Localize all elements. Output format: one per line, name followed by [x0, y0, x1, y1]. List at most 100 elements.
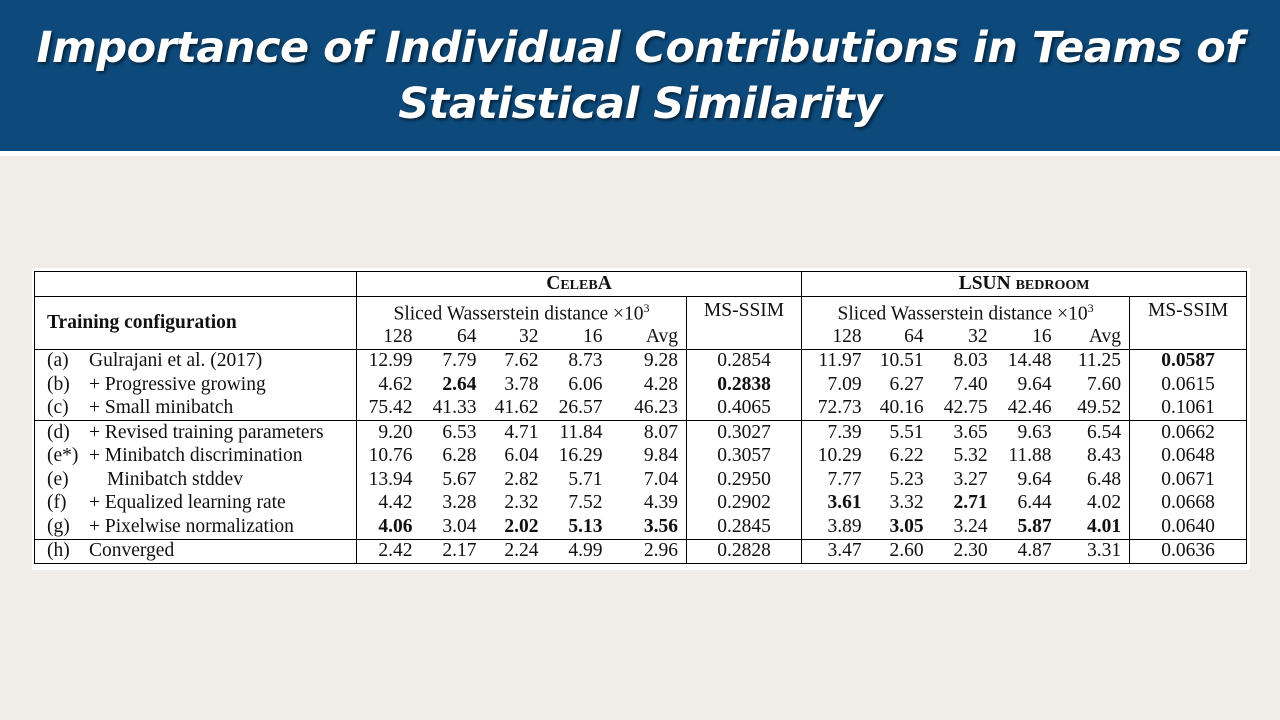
celeba-swd-label: Sliced Wasserstein distance ×10	[393, 303, 644, 324]
lsun-msssim-header: MS-SSIM	[1129, 295, 1248, 325]
celeba-swd-cell: 26.57	[558, 397, 603, 419]
table-row: (a) Gulrajani et al. (2017) 12.99 7.79 7.62 8…	[34, 348, 1248, 373]
lsun-swd-cell: 49.52	[1059, 396, 1131, 421]
header-empty-cell	[34, 271, 357, 296]
celeba-swd-cell: 41.33	[432, 397, 477, 419]
celeba-swd-cell: 2.24	[484, 538, 547, 564]
lsun-swd-cell: 7.39	[801, 420, 870, 445]
lsun-swd-cell: 2.71	[953, 492, 988, 514]
celeba-swd-cell: 12.99	[356, 348, 421, 373]
celeba-swd-cell: 13.94	[368, 468, 413, 490]
lsun-swd-cell: 42.75	[943, 397, 988, 419]
lsun-swd-cell: 9.64	[1017, 373, 1052, 395]
lsun-msssim-cell: 0.1061	[1129, 396, 1248, 421]
lsun-swd-cell: 5.51	[869, 420, 932, 445]
celeba-swd-cell: 4.62	[378, 373, 413, 395]
celeba-swd-cell: 75.42	[368, 397, 413, 419]
config-name: Minibatch stddev	[107, 468, 243, 490]
celeba-msssim-cell: 0.2854	[686, 348, 803, 373]
training-configuration-header: Training configuration	[34, 295, 357, 349]
celeba-msssim-cell: 0.3057	[686, 444, 803, 468]
lsun-swd-cell: 40.16	[879, 397, 924, 419]
lsun-msssim-cell: 0.0636	[1129, 538, 1248, 564]
lsun-swd-cell: 3.31	[1059, 538, 1131, 564]
config-name: + Minibatch discrimination	[89, 445, 303, 467]
table-row: (e) Minibatch stddev 13.94 5.67 2.82 5.71 7.04…	[34, 468, 1248, 492]
lsun-swd-cell: 7.40	[953, 373, 988, 395]
lsun-label: LSUN bedroom	[958, 272, 1090, 294]
lsun-swd-cell: 3.24	[953, 515, 988, 537]
celeba-swd-cell: 7.04	[610, 468, 687, 492]
config-id: (f)	[47, 492, 67, 514]
config-cell: (b) + Progressive growing	[34, 373, 357, 397]
lsun-swd-cell: 9.63	[995, 420, 1060, 445]
celeba-swd-cell: 11.84	[546, 420, 611, 445]
celeba-swd-cell: 7.79	[420, 348, 485, 373]
celeba-swd-cell: 3.56	[610, 515, 687, 539]
lsun-swd-cell: 5.32	[953, 445, 988, 467]
config-cell: (g) + Pixelwise normalization	[34, 515, 357, 539]
celeba-msssim-cell: 0.2950	[686, 468, 803, 492]
celeba-swd-cell: 46.23	[610, 396, 687, 421]
celeba-swd-cell: 8.73	[546, 348, 611, 373]
lsun-swd-header: Sliced Wasserstein distance ×103	[801, 295, 1131, 325]
slide-title: Importance of Individual Contributions i…	[36, 22, 1244, 129]
lsun-swd-cell: 6.48	[1059, 468, 1131, 492]
lsun-msssim-cell: 0.0662	[1129, 420, 1248, 445]
celeba-swd-cell: 6.53	[420, 420, 485, 445]
lsun-swd-cell: 3.05	[889, 515, 924, 537]
celeba-col-128: 128	[383, 325, 413, 347]
lsun-col-64: 64	[904, 325, 924, 347]
config-cell: (e*) + Minibatch discrimination	[34, 444, 357, 468]
celeba-col-avg: Avg	[610, 325, 687, 349]
lsun-swd-cell: 3.27	[953, 468, 988, 490]
table-row: (c) + Small minibatch 75.42 41.33 41.62 26.57…	[34, 396, 1248, 421]
lsun-swd-cell: 8.43	[1059, 444, 1131, 468]
lsun-swd-cell: 6.22	[889, 445, 924, 467]
config-name: + Small minibatch	[89, 397, 234, 419]
lsun-col-avg: Avg	[1059, 325, 1131, 349]
lsun-swd-cell: 11.88	[1008, 445, 1052, 467]
lsun-header: LSUN bedroom	[801, 271, 1248, 296]
lsun-swd-cell: 7.77	[827, 468, 862, 490]
config-id: (c)	[47, 397, 69, 419]
table-row: (e*) + Minibatch discrimination 10.76 6.28 6…	[34, 444, 1248, 468]
table-body: (a) Gulrajani et al. (2017) 12.99 7.79 7.62 8…	[34, 348, 1248, 564]
lsun-swd-cell: 4.02	[1059, 491, 1131, 515]
celeba-swd-cell: 2.17	[420, 538, 485, 564]
config-name: + Progressive growing	[89, 373, 266, 395]
config-name: + Pixelwise normalization	[89, 515, 294, 537]
lsun-swd-cell: 6.27	[889, 373, 924, 395]
celeba-swd-cell: 4.42	[378, 492, 413, 514]
lsun-swd-cell: 4.87	[995, 538, 1060, 564]
config-name: + Revised training parameters	[89, 421, 324, 443]
config-id: (d)	[47, 421, 70, 443]
results-table-panel: CelebA LSUN bedroom Training configurati…	[32, 268, 1250, 570]
celeba-msssim-cell: 0.2845	[686, 515, 803, 539]
celeba-col-16: 16	[583, 325, 603, 347]
lsun-swd-cell: 3.32	[889, 492, 924, 514]
lsun-swd-exponent: 3	[1087, 300, 1094, 315]
lsun-swd-cell: 5.87	[1017, 515, 1052, 537]
celeba-swd-cell: 7.62	[484, 348, 547, 373]
celeba-msssim-cell: 0.2838	[686, 373, 803, 397]
config-id: (e)	[47, 468, 69, 490]
celeba-swd-exponent: 3	[643, 300, 650, 315]
lsun-swd-cell: 3.89	[827, 515, 862, 537]
celeba-msssim-header: MS-SSIM	[686, 295, 803, 325]
celeba-swd-cell: 4.06	[378, 515, 413, 537]
lsun-col-16: 16	[1032, 325, 1052, 347]
lsun-msssim-spacer	[1129, 325, 1248, 349]
celeba-label: CelebA	[546, 272, 612, 294]
config-cell: (d) + Revised training parameters	[34, 420, 357, 445]
config-cell: (c) + Small minibatch	[34, 396, 357, 421]
lsun-swd-cell: 10.29	[817, 445, 862, 467]
lsun-swd-cell: 7.60	[1059, 373, 1131, 397]
lsun-msssim-cell: 0.0648	[1129, 444, 1248, 468]
config-id: (e*)	[47, 445, 79, 467]
lsun-swd-cell: 11.97	[801, 348, 870, 373]
config-cell: (h) Converged	[34, 538, 357, 564]
celeba-msssim-cell: 0.3027	[686, 420, 803, 445]
lsun-swd-cell: 6.54	[1059, 420, 1131, 445]
table-row: (f) + Equalized learning rate 4.42 3.28 2.32…	[34, 491, 1248, 515]
